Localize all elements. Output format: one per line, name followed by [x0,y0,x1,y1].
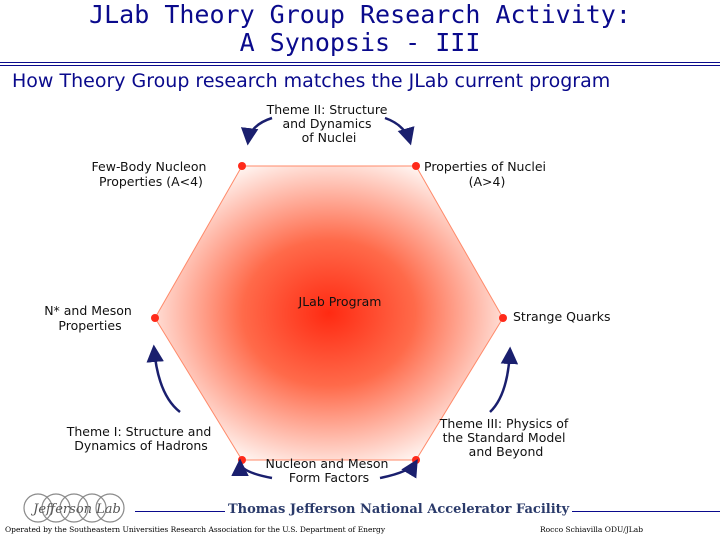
theme1-label-line: Dynamics of Hadrons [74,438,208,453]
operated-by-text: Operated by the Southeastern Universitie… [5,525,386,534]
n-star-label-line: N* and Meson [44,303,132,318]
theme1-label-line: Theme I: Structure and [66,424,212,439]
theme3-down-arrow [379,459,418,480]
theme3-label: Theme III: Physics of the Standard Model… [439,416,573,459]
nuclei-label: Properties of Nuclei (A>4) [424,159,550,189]
strange-quarks-label: Strange Quarks [513,309,610,324]
title-divider-top [0,62,720,63]
vertex-n-star [151,314,159,322]
theme3-label-line: Theme III: Physics of [439,416,569,431]
n-star-label-line: Properties [58,318,121,333]
nuclei-label-line: Properties of Nuclei [424,159,546,174]
vertex-few-body [238,162,246,170]
slide-title-line2: A Synopsis - III [239,28,481,57]
facility-name: Thomas Jefferson National Accelerator Fa… [225,502,573,517]
theme1-down-arrow [231,458,273,480]
few-body-label-line: Few-Body Nucleon [92,159,207,174]
jefferson-lab-logo: Jefferson Lab [23,493,125,523]
title-divider-bottom [0,65,720,66]
theme2-label-line: and Dynamics [282,116,371,131]
n-star-label: N* and Meson Properties [44,303,136,333]
nuclei-label-line: (A>4) [469,174,506,189]
theme3-label-line: and Beyond [469,444,544,459]
logo-text: Jefferson Lab [30,502,121,517]
slide-subtitle: How Theory Group research matches the JL… [12,70,611,92]
strange-quarks-label-line: Strange Quarks [513,309,610,324]
theme1-label: Theme I: Structure and Dynamics of Hadro… [66,424,216,453]
theme2-label-line: of Nuclei [302,130,357,145]
form-factors-label: Nucleon and Meson Form Factors [266,456,393,485]
form-factors-label-line: Nucleon and Meson [266,456,389,471]
theme2-label-line: Theme II: Structure [266,102,388,117]
author-credit: Rocco Schiavilla ODU/JLab [540,525,644,534]
vertex-strange-quarks [499,314,507,322]
form-factors-label-line: Form Factors [289,470,369,485]
theme2-left-arrow [240,116,273,146]
few-body-label: Few-Body Nucleon Properties (A<4) [92,159,211,189]
slide-title-line1: JLab Theory Group Research Activity: [89,0,631,29]
center-label: JLab Program [298,294,382,309]
vertex-nuclei [412,162,420,170]
theme3-up-arrow [489,346,519,413]
theme3-label-line: the Standard Model [443,430,566,445]
few-body-label-line: Properties (A<4) [99,174,203,189]
theme2-label: Theme II: Structure and Dynamics of Nucl… [266,102,392,145]
theme2-right-arrow [384,116,415,146]
theme1-up-arrow [146,344,181,413]
